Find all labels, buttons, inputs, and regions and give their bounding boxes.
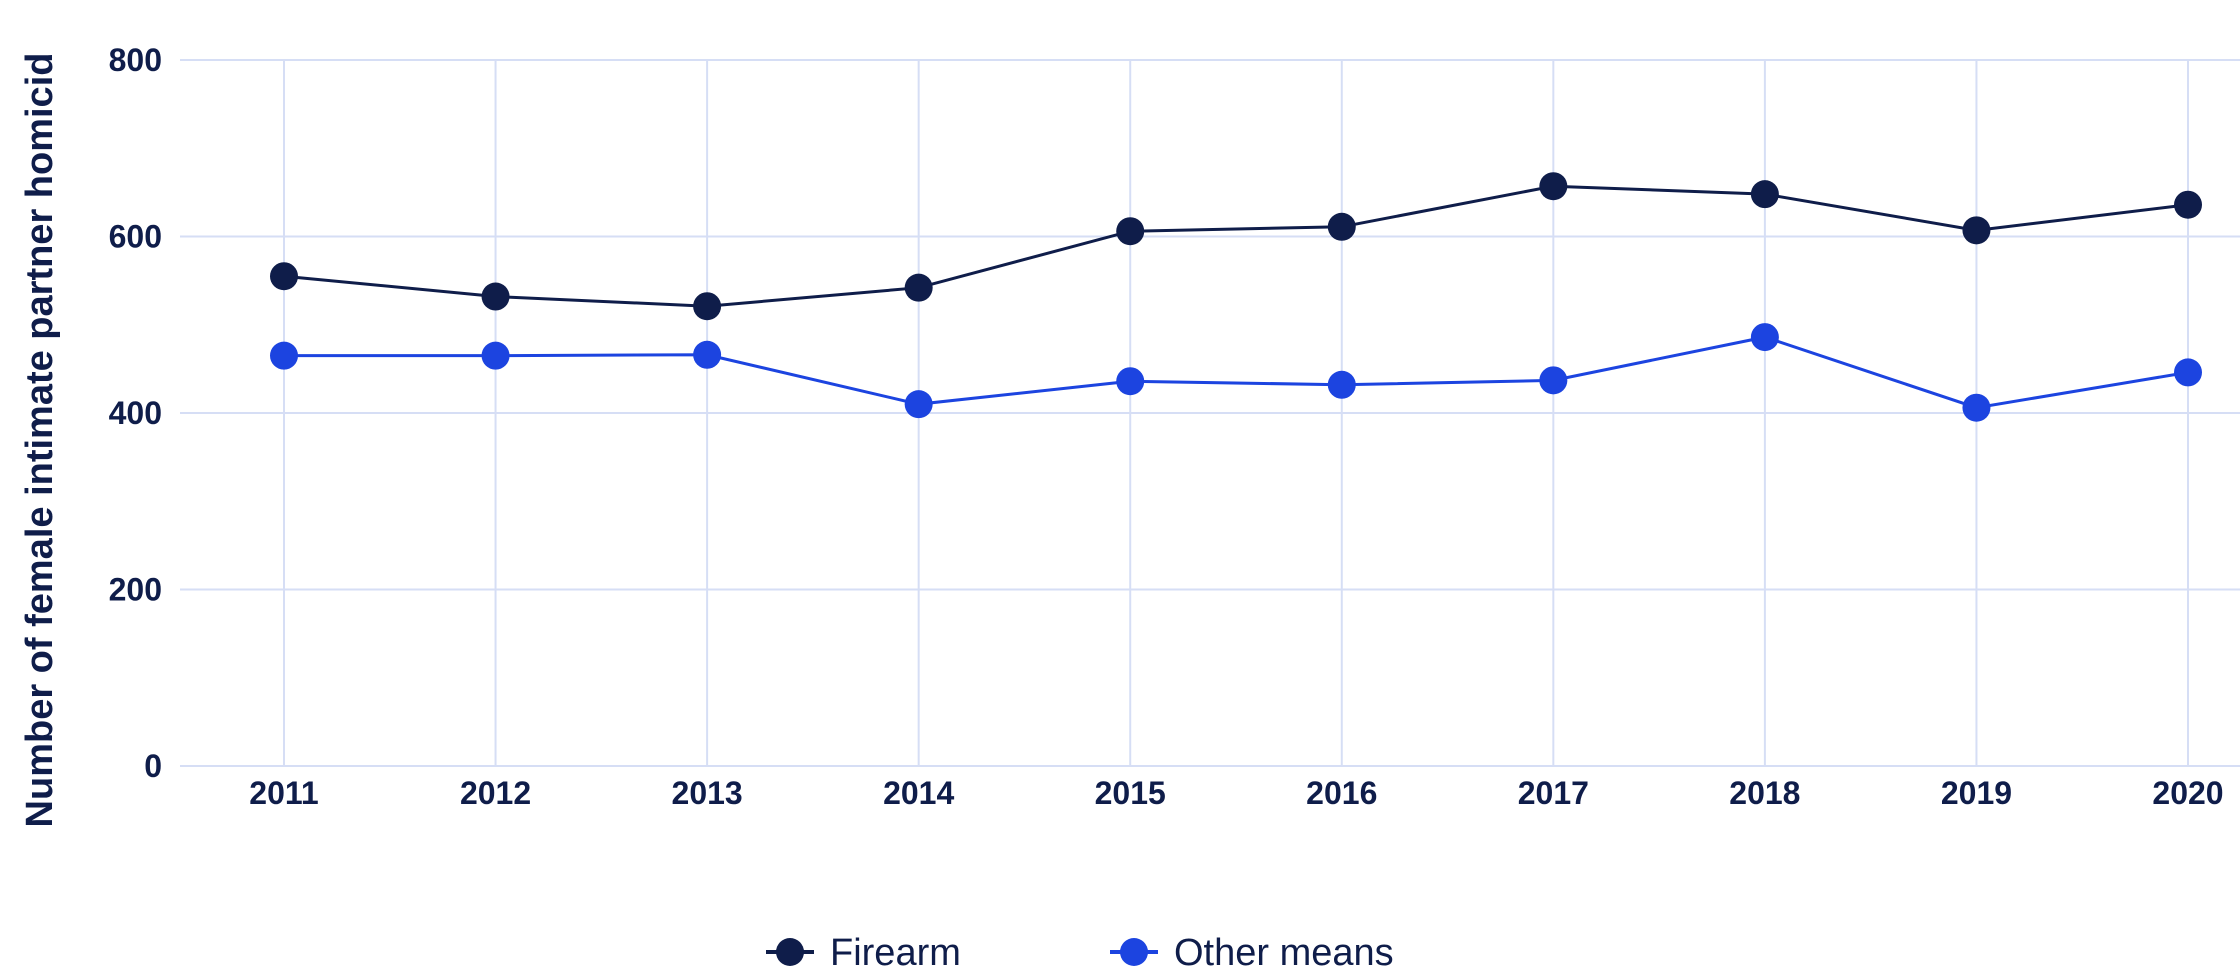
x-tick-label: 2011 [249, 775, 318, 811]
data-point [1962, 216, 1991, 245]
data-point [904, 273, 933, 302]
x-tick-label: 2012 [460, 775, 531, 811]
data-point [270, 341, 298, 370]
x-tick-label: 2018 [1729, 775, 1800, 811]
legend-item: Other means [1110, 932, 1394, 972]
y-tick-label: 400 [109, 395, 162, 431]
legend: Firearm Other means [766, 932, 1394, 972]
y-tick-label: 600 [109, 219, 162, 255]
data-point [2174, 358, 2202, 387]
y-tick-label: 200 [109, 572, 162, 608]
data-point [481, 341, 510, 370]
x-tick-label: 2020 [2152, 775, 2223, 811]
data-point [481, 282, 510, 311]
legend-marker [776, 938, 804, 966]
data-point [1327, 212, 1356, 241]
legend-label: Firearm [830, 932, 961, 972]
data-point [1116, 217, 1145, 246]
series-line [284, 335, 2189, 410]
data-point [1327, 370, 1356, 399]
x-tick-label: 2013 [672, 775, 743, 811]
x-tick-label: 2014 [883, 775, 954, 811]
series-1 [270, 323, 2202, 422]
series-group [270, 172, 2202, 422]
y-tick-label: 800 [109, 42, 162, 78]
data-point [904, 390, 933, 419]
data-point [693, 340, 722, 369]
series-0 [270, 172, 2202, 321]
data-point [2174, 190, 2202, 219]
legend-marker [1120, 938, 1148, 966]
data-point [1539, 366, 1568, 395]
data-point [1962, 393, 1991, 422]
data-point [270, 262, 298, 291]
x-axis-ticks: 2011 2012 2013 2014 2015 2016 2017 2018 2019 2020 [249, 775, 2223, 811]
legend-label: Other means [1174, 932, 1394, 972]
legend-item: Firearm [766, 932, 961, 972]
data-point [693, 292, 722, 321]
y-axis-ticks: 0 200 400 600 800 [109, 42, 162, 784]
data-point [1750, 323, 1779, 352]
y-axis-label: Number of female intimate partner homici… [19, 53, 61, 828]
series-line [283, 184, 2189, 308]
y-tick-label: 0 [144, 748, 162, 784]
data-point [1116, 367, 1145, 396]
x-tick-label: 2019 [1941, 775, 2012, 811]
x-tick-label: 2017 [1518, 775, 1589, 811]
data-point [1750, 180, 1779, 209]
grid [180, 59, 2240, 767]
data-point [1539, 172, 1568, 201]
x-tick-label: 2016 [1306, 775, 1377, 811]
x-tick-label: 2015 [1095, 775, 1166, 811]
